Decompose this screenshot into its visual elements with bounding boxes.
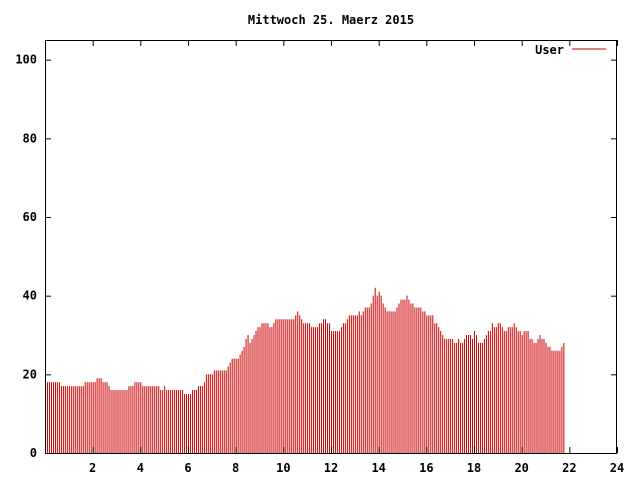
y-tick-label: 60 [23, 210, 37, 224]
bars [45, 287, 565, 453]
x-tick-label: 24 [610, 461, 624, 475]
x-tick-label: 22 [562, 461, 576, 475]
x-tick-label: 2 [89, 461, 96, 475]
y-tick-label: 100 [15, 53, 37, 67]
y-tick-label: 20 [23, 367, 37, 381]
x-tick-label: 6 [184, 461, 191, 475]
legend-label-user: User [535, 43, 564, 57]
y-tick-label: 80 [23, 131, 37, 145]
chart-title: Mittwoch 25. Maerz 2015 [248, 13, 414, 27]
x-tick-label: 20 [514, 461, 528, 475]
x-tick-label: 10 [276, 461, 290, 475]
y-tick-label: 40 [23, 289, 37, 303]
x-tick-label: 4 [137, 461, 144, 475]
y-tick-label: 0 [30, 446, 37, 460]
x-tick-label: 8 [232, 461, 239, 475]
x-tick-label: 12 [324, 461, 338, 475]
legend: User [535, 43, 606, 57]
x-tick-label: 16 [419, 461, 433, 475]
x-tick-label: 14 [371, 461, 385, 475]
x-tick-label: 18 [467, 461, 481, 475]
